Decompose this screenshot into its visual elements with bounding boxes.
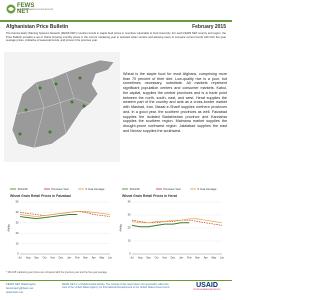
title: Afghanistan Price Bulletin <box>6 24 69 30</box>
series-line <box>19 211 111 217</box>
chart: 2014/15 Previous Year 5 Year Average Wheat … <box>119 187 225 260</box>
x-tick-label: Mar <box>195 257 199 260</box>
y-axis-label: Afs/kg <box>119 224 123 232</box>
province-lines <box>15 71 91 149</box>
description: Wheat is the staple food for most Afghan… <box>123 72 227 133</box>
footer-org: FEWS NET Washington <box>6 282 36 286</box>
x-tick-label: May <box>211 257 216 260</box>
market-dots <box>18 76 86 136</box>
x-tick-label: Sep <box>146 257 151 260</box>
x-tick-label: Feb <box>75 257 80 260</box>
x-tick-label: Dec <box>171 257 176 260</box>
x-tick-label: Sep <box>34 257 39 260</box>
footnote: * 2014/15 marketing year prices are comp… <box>6 271 108 274</box>
x-tick-label: Jan <box>179 257 184 260</box>
chart: 2014/15 Previous Year 5 Year Average Wheat … <box>7 187 113 260</box>
legend-label: 5 Year Average <box>86 187 105 191</box>
legend-label: 5 Year Average <box>198 187 217 191</box>
legend-label: 2014/15 <box>130 187 141 191</box>
footer-contact: FEWS NET Washington fewsinquiry@fews.net… <box>6 282 36 294</box>
y-tick-label: 20 <box>16 231 19 235</box>
x-tick-label: Apr <box>204 257 208 260</box>
y-tick-label: 10 <box>16 241 19 245</box>
footer-rule <box>0 280 232 281</box>
y-tick-label: 30 <box>16 220 19 224</box>
intro: The Famine Early Warning Systems Network… <box>6 32 226 42</box>
footer-web: www.fews.net <box>6 289 24 294</box>
x-tick-label: Feb <box>187 257 192 260</box>
page: FEWS NET FAMINE EARLY WARNING SYSTEMS NE… <box>0 3 232 294</box>
y-tick-label: 10 <box>128 239 131 243</box>
x-tick-label: Jun <box>220 257 225 260</box>
x-tick-label: Apr <box>92 257 96 260</box>
usaid-sub: FROM THE AMERICAN PEOPLE <box>193 289 221 291</box>
y-tick-label: 0 <box>17 252 19 256</box>
x-tick-label: Oct <box>155 257 159 260</box>
chart-title: Wheat Grain Retail Prices in Herat <box>122 194 178 198</box>
country-shape <box>11 59 115 149</box>
legend-label: Previous Year <box>52 187 69 191</box>
x-tick-label: Mar <box>83 257 87 260</box>
usaid-logo: USAID FROM THE AMERICAN PEOPLE <box>186 282 228 291</box>
x-tick-label: Aug <box>26 257 31 260</box>
legend-label: Previous Year <box>164 187 181 191</box>
series-line <box>19 211 111 217</box>
x-tick-label: Jul <box>130 257 134 260</box>
series-line <box>131 218 223 224</box>
y-tick-label: 0 <box>129 252 131 256</box>
y-tick-label: 50 <box>16 200 19 204</box>
logo-text: FEWS NET <box>17 3 35 15</box>
legend-label: 2014/15 <box>18 187 29 191</box>
x-tick-label: Nov <box>163 257 168 260</box>
y-tick-label: 40 <box>16 210 19 214</box>
y-axis-label: Afs/kg <box>7 224 11 232</box>
date: February 2015 <box>192 24 226 30</box>
chart-title: Wheat Grain Retail Prices in Faizabad <box>10 194 71 198</box>
map <box>4 52 120 162</box>
logo-mark <box>6 4 16 14</box>
x-tick-label: Nov <box>51 257 56 260</box>
usaid-text: USAID <box>196 282 218 289</box>
x-tick-label: Aug <box>138 257 143 260</box>
x-tick-label: Oct <box>43 257 47 260</box>
footer-email: fewsinquiry@fews.net <box>6 285 34 290</box>
x-tick-label: May <box>99 257 104 260</box>
logo-tagline: FAMINE EARLY WARNING SYSTEMS NETWORK <box>17 10 54 11</box>
series-line <box>131 222 190 228</box>
x-tick-label: Jan <box>67 257 72 260</box>
header-rule <box>0 20 232 22</box>
x-tick-label: Dec <box>59 257 64 260</box>
footer-disclaimer: FEWS NET is a USAID-funded activity. The… <box>62 283 170 290</box>
series-line <box>19 213 78 220</box>
y-tick-label: 20 <box>128 226 131 230</box>
y-tick-label: 30 <box>128 213 131 217</box>
x-tick-label: Jul <box>18 257 22 260</box>
x-tick-label: Jun <box>108 257 113 260</box>
logo: FEWS NET FAMINE EARLY WARNING SYSTEMS NE… <box>6 3 53 17</box>
y-tick-label: 40 <box>128 200 131 204</box>
